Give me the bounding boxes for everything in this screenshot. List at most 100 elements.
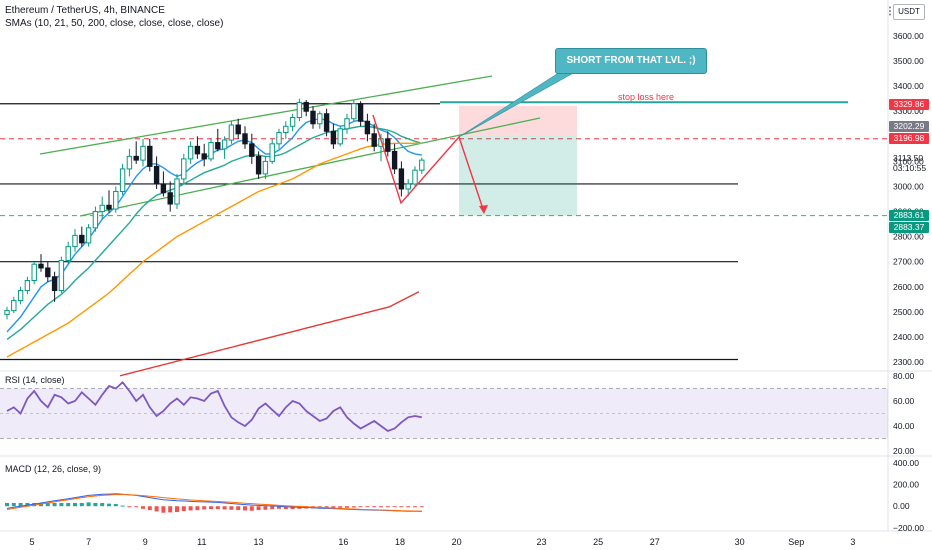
macd-histogram-bar — [256, 506, 261, 511]
candle-body — [289, 117, 296, 127]
macd-histogram-bar — [100, 502, 105, 507]
candle-body — [187, 145, 194, 160]
candle-body — [167, 192, 173, 205]
candle-body — [242, 133, 248, 145]
candle-body — [45, 267, 51, 278]
price-tick-label: 2800.00 — [893, 232, 924, 242]
candle-body — [4, 310, 10, 315]
time-tick-label: Sep — [788, 537, 804, 547]
price-tag: 2883.61 — [889, 210, 929, 221]
price-tick-label: 2500.00 — [893, 307, 924, 317]
macd-histogram-bar — [215, 506, 220, 510]
candle-body — [201, 153, 207, 160]
macd-histogram-bar — [365, 506, 370, 508]
stop-loss-label: stop loss here — [618, 92, 675, 102]
candle-body — [351, 103, 357, 120]
price-tick-label: 3300.00 — [893, 106, 924, 116]
macd-histogram-bar — [134, 506, 139, 508]
candle-body — [194, 145, 201, 155]
candle-body — [65, 246, 71, 261]
macd-histogram-bar — [406, 506, 411, 508]
macd-histogram-bar — [161, 506, 166, 513]
macd-histogram-bar — [331, 506, 336, 508]
macd-histogram-bar — [263, 506, 268, 510]
macd-histogram-bar — [277, 506, 281, 509]
macd-histogram-bar — [107, 503, 111, 507]
macd-tick-label: 400.00 — [893, 458, 919, 468]
symbol-title: Ethereum / TetherUS, 4h, BINANCE — [5, 5, 165, 16]
channel-upper-line — [39, 75, 493, 155]
macd-histogram-bar — [399, 506, 404, 508]
candle-body — [160, 183, 167, 194]
candle-body — [317, 113, 323, 125]
sma-legend: SMAs (10, 21, 50, 200, close, close, clo… — [5, 18, 224, 29]
time-tick-label: 25 — [593, 537, 603, 547]
candle-body — [51, 276, 58, 292]
candle-body — [38, 263, 44, 269]
candle-body — [296, 101, 303, 119]
candle-body — [99, 204, 105, 213]
candle-body — [126, 155, 133, 170]
macd-histogram-bar — [66, 502, 71, 507]
macd-histogram-bar — [120, 505, 125, 507]
macd-histogram-bar — [147, 506, 152, 511]
candle-body — [208, 142, 214, 160]
macd-histogram-bar — [202, 506, 207, 510]
macd-histogram-bar — [154, 506, 159, 512]
macd-histogram-bar — [243, 506, 247, 511]
macd-histogram-bar — [385, 506, 390, 508]
price-tick-label: 3500.00 — [893, 56, 924, 66]
reward-zone — [459, 135, 577, 216]
sma-50-line — [6, 142, 422, 358]
macd-histogram-bar — [392, 506, 397, 508]
macd-histogram-bar — [5, 502, 9, 507]
macd-histogram-bar — [195, 506, 200, 511]
rsi-tick-label: 40.00 — [893, 421, 915, 431]
candle-body — [262, 160, 269, 175]
time-tick-label: 23 — [537, 537, 547, 547]
sma-10-line — [6, 118, 422, 333]
macd-histogram-bar — [358, 506, 363, 508]
price-tag: 3113.50 — [893, 153, 924, 163]
candle-body — [113, 190, 119, 210]
candle-body — [24, 280, 31, 292]
candle-body — [412, 169, 418, 185]
macd-histogram-bar — [338, 506, 343, 508]
price-tick-label: 3600.00 — [893, 31, 924, 41]
candle-body — [72, 234, 78, 248]
candle-body — [17, 290, 24, 302]
time-tick-label: 11 — [197, 537, 206, 547]
time-tick-label: 7 — [86, 537, 91, 547]
macd-histogram-bar — [290, 506, 295, 510]
candle-body — [398, 168, 405, 190]
more-options-icon[interactable] — [888, 6, 892, 16]
macd-histogram-bar — [86, 502, 91, 507]
macd-histogram-bar — [372, 506, 377, 508]
macd-tick-label: 200.00 — [893, 480, 919, 490]
macd-histogram-bar — [188, 506, 193, 511]
macd-histogram-bar — [324, 506, 329, 509]
candle-body — [249, 143, 255, 157]
price-tick-label: 2400.00 — [893, 332, 924, 342]
macd-histogram-bar — [18, 502, 23, 507]
price-tick-label: 2700.00 — [893, 257, 924, 267]
candle-body — [58, 259, 65, 292]
rsi-title: RSI (14, close) — [5, 375, 65, 385]
price-tick-label: 2300.00 — [893, 357, 924, 367]
macd-histogram-bar — [175, 506, 179, 513]
candle-body — [147, 145, 153, 167]
rsi-tick-label: 20.00 — [893, 446, 915, 456]
candle-body — [235, 124, 241, 135]
macd-line — [6, 493, 422, 512]
candle-body — [106, 204, 112, 210]
candle-body — [364, 120, 371, 135]
rsi-tick-label: 80.00 — [893, 371, 915, 381]
candle-body — [85, 227, 92, 244]
time-tick-label: 9 — [143, 537, 148, 547]
macd-signal-line — [6, 494, 422, 512]
candle-body — [221, 139, 228, 150]
currency-button[interactable]: USDT — [893, 4, 925, 20]
macd-histogram-bar — [127, 506, 132, 508]
